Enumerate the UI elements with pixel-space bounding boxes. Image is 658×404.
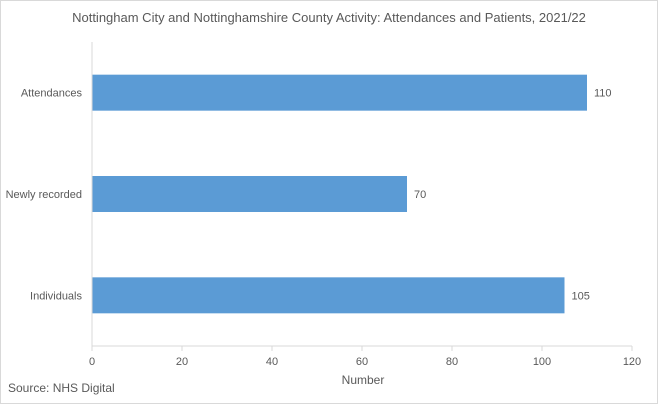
- x-tick-label-20: 20: [176, 356, 188, 368]
- chart-title: Nottingham City and Nottinghamshire Coun…: [72, 10, 586, 25]
- bar-newly-recorded: [92, 176, 407, 212]
- bar-attendances: [92, 74, 587, 111]
- x-tick-label-120: 120: [623, 356, 641, 368]
- bar-individuals: [92, 277, 565, 314]
- data-label-attendances: 110: [594, 88, 612, 100]
- category-labels-layer: Attendances Newly recorded Individuals: [6, 88, 83, 303]
- x-tick-label-60: 60: [356, 356, 368, 368]
- data-label-individuals: 105: [572, 290, 590, 302]
- x-axis-title: Number: [341, 373, 385, 387]
- x-tick-label-80: 80: [446, 356, 458, 368]
- category-label-individuals: Individuals: [30, 290, 82, 302]
- bars-layer: [92, 74, 587, 314]
- data-labels-layer: 110 70 105: [414, 88, 612, 303]
- x-tick-label-100: 100: [533, 356, 551, 368]
- category-label-attendances: Attendances: [21, 88, 83, 100]
- x-tick-label-40: 40: [266, 356, 278, 368]
- x-tick-label-0: 0: [89, 356, 95, 368]
- data-label-newly-recorded: 70: [414, 189, 426, 201]
- source-note: Source: NHS Digital: [8, 381, 115, 395]
- x-ticks-layer: 0 20 40 60 80 100 120: [89, 346, 641, 368]
- category-label-newly-recorded: Newly recorded: [6, 189, 82, 201]
